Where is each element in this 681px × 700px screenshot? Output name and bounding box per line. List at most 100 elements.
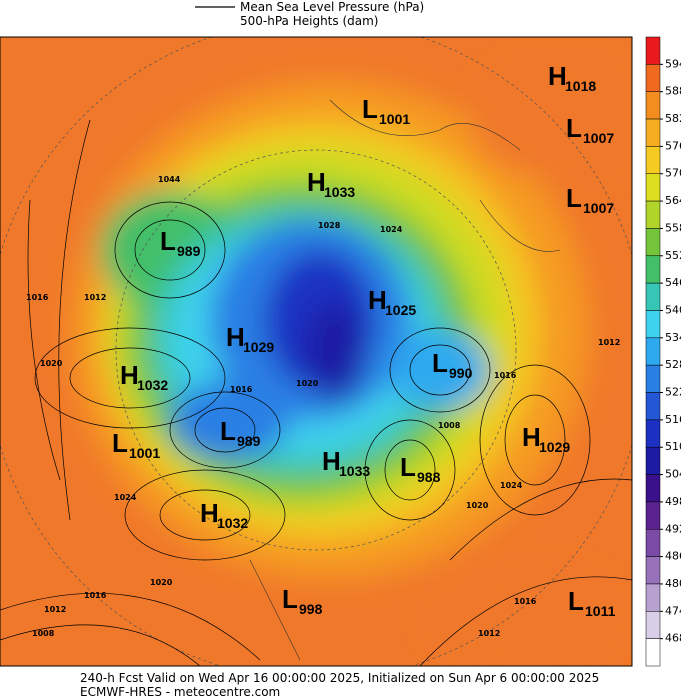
isobar-label: 1008: [32, 629, 55, 638]
center-pressure: 1033: [324, 184, 355, 200]
center-pressure: 1029: [243, 339, 274, 355]
center-type: L: [362, 94, 378, 124]
pressure-center: L 988: [400, 452, 441, 485]
center-pressure: 1029: [539, 439, 570, 455]
colorbar-label: 546: [665, 276, 681, 289]
pressure-center: L 998: [282, 584, 323, 617]
isobar-label: 1020: [296, 379, 319, 388]
colorbar-cell: [645, 364, 661, 393]
colorbar: 594 588 582 576 570 564 558 552 546 540 534 528 522 5…: [645, 36, 681, 667]
isobar-label: 1012: [598, 338, 620, 347]
colorbar-cell: [645, 282, 661, 311]
colorbar-cell: [645, 91, 661, 120]
colorbar-cell: [645, 556, 661, 585]
center-type: H: [522, 422, 541, 452]
center-type: H: [368, 285, 387, 315]
colorbar-label: 564: [665, 194, 681, 207]
colorbar-cell: [645, 529, 661, 557]
isobar-label: 1012: [84, 293, 106, 302]
map-frame: [0, 36, 633, 667]
center-pressure: 990: [449, 365, 473, 381]
pressure-center: L 990: [432, 348, 473, 381]
colorbar-cell: [645, 638, 661, 667]
center-pressure: 1032: [217, 515, 248, 531]
footer-source: ECMWF-HRES - meteocentre.com: [80, 685, 280, 699]
isobar-label: 1012: [44, 605, 66, 614]
colorbar-label: 486: [665, 550, 681, 563]
center-type: H: [120, 360, 139, 390]
center-pressure: 1033: [339, 463, 370, 479]
colorbar-label: 522: [665, 386, 681, 399]
center-pressure: 1007: [583, 200, 614, 216]
colorbar-cell: [645, 474, 661, 503]
center-type: L: [112, 428, 128, 458]
pressure-center: L 1011: [568, 586, 616, 619]
colorbar-label: 552: [665, 249, 681, 262]
isobar-label: 1024: [380, 225, 403, 234]
center-type: L: [432, 348, 448, 378]
colorbar-label: 534: [665, 331, 681, 344]
colorbar-label: 468: [665, 632, 681, 645]
center-type: H: [226, 322, 245, 352]
center-type: L: [400, 452, 416, 482]
center-type: H: [200, 498, 219, 528]
footer-validity: 240-h Fcst Valid on Wed Apr 16 00:00:00 …: [80, 671, 599, 685]
colorbar-cell: [645, 255, 661, 284]
isobar-label: 1020: [150, 578, 173, 587]
colorbar-label: 504: [665, 468, 681, 481]
isobar-label: 1016: [514, 597, 537, 606]
center-type: L: [160, 226, 176, 256]
legend-subtitle: 500-hPa Heights (dam): [240, 14, 378, 28]
center-pressure: 1032: [137, 377, 168, 393]
colorbar-label: 528: [665, 358, 681, 371]
map-field: [0, 37, 632, 666]
colorbar-label: 540: [665, 303, 681, 316]
center-type: H: [307, 167, 326, 197]
center-pressure: 1007: [583, 130, 614, 146]
center-pressure: 989: [237, 433, 261, 449]
colorbar-label: 576: [665, 139, 681, 152]
colorbar-cell: [645, 501, 661, 530]
center-type: L: [566, 183, 582, 213]
colorbar-label: 594: [665, 57, 681, 70]
isobar-label: 1008: [438, 421, 461, 430]
center-type: H: [548, 61, 567, 91]
center-type: L: [568, 586, 584, 616]
colorbar-cell: [645, 146, 661, 174]
colorbar-cell: [645, 173, 661, 202]
center-pressure: 989: [177, 243, 201, 259]
isobar-label: 1024: [500, 481, 523, 490]
colorbar-label: 498: [665, 495, 681, 508]
pressure-center: L 1007: [566, 183, 614, 216]
center-pressure: 988: [417, 469, 441, 485]
colorbar-cell: [645, 64, 661, 92]
pressure-center: L 1001: [112, 428, 160, 461]
center-pressure: 1001: [379, 111, 410, 127]
colorbar-label: 492: [665, 522, 681, 535]
colorbar-cell: [645, 310, 661, 339]
center-pressure: 1018: [565, 78, 596, 94]
pressure-center: L 1001: [362, 94, 410, 127]
colorbar-cell: [645, 392, 661, 421]
center-type: L: [566, 113, 582, 143]
colorbar-cell: [645, 200, 661, 229]
colorbar-cell: [645, 337, 661, 366]
colorbar-cell: [645, 446, 661, 475]
center-type: L: [220, 416, 236, 446]
colorbar-label: 570: [665, 167, 681, 180]
legend-title: Mean Sea Level Pressure (hPa): [240, 0, 424, 14]
center-type: H: [322, 446, 341, 476]
pressure-center: L 989: [220, 416, 261, 449]
center-type: L: [282, 584, 298, 614]
isobar-label: 1016: [494, 371, 517, 380]
colorbar-cell: [645, 583, 661, 612]
center-pressure: 1025: [385, 302, 416, 318]
